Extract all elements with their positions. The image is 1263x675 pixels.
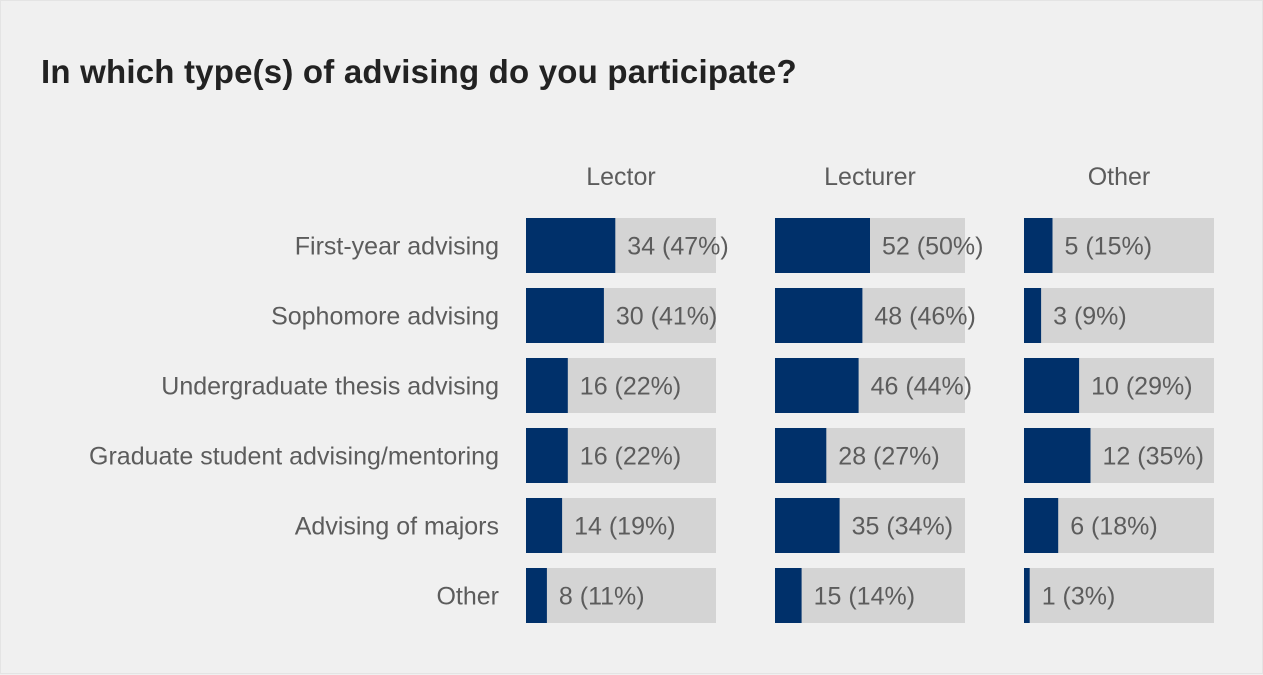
bar bbox=[775, 498, 840, 553]
category-label: Graduate student advising/mentoring bbox=[89, 443, 499, 471]
category-label: First-year advising bbox=[295, 233, 499, 261]
data-label: 28 (27%) bbox=[838, 443, 939, 471]
data-label: 10 (29%) bbox=[1091, 373, 1192, 401]
bar-track bbox=[1024, 218, 1214, 273]
category-label: Other bbox=[436, 583, 499, 611]
data-label: 5 (15%) bbox=[1065, 233, 1153, 261]
bar bbox=[1024, 218, 1053, 273]
data-label: 1 (3%) bbox=[1042, 583, 1116, 611]
bar-track bbox=[526, 568, 716, 623]
data-label: 14 (19%) bbox=[574, 513, 675, 541]
bar bbox=[526, 498, 563, 553]
bar bbox=[526, 288, 604, 343]
category-label: Advising of majors bbox=[295, 513, 499, 541]
bar bbox=[526, 568, 547, 623]
chart-title: In which type(s) of advising do you part… bbox=[41, 53, 797, 90]
category-label: Sophomore advising bbox=[271, 303, 499, 331]
data-label: 3 (9%) bbox=[1053, 303, 1127, 331]
panel-header: Lecturer bbox=[824, 163, 916, 191]
bar bbox=[526, 358, 568, 413]
bar bbox=[1024, 568, 1030, 623]
data-label: 46 (44%) bbox=[871, 373, 972, 401]
data-label: 34 (47%) bbox=[627, 233, 728, 261]
bar-track bbox=[775, 568, 965, 623]
data-label: 16 (22%) bbox=[580, 443, 681, 471]
bar bbox=[775, 358, 859, 413]
data-label: 15 (14%) bbox=[814, 583, 915, 611]
bar-track bbox=[1024, 568, 1214, 623]
bar bbox=[526, 218, 616, 273]
bar bbox=[775, 568, 802, 623]
bar bbox=[775, 288, 863, 343]
data-label: 48 (46%) bbox=[874, 303, 975, 331]
data-label: 6 (18%) bbox=[1070, 513, 1158, 541]
bar bbox=[1024, 288, 1042, 343]
data-label: 16 (22%) bbox=[580, 373, 681, 401]
bar-track bbox=[1024, 288, 1214, 343]
category-label: Undergraduate thesis advising bbox=[161, 373, 499, 401]
bar bbox=[775, 218, 870, 273]
data-label: 8 (11%) bbox=[559, 583, 645, 611]
data-label: 30 (41%) bbox=[616, 303, 717, 331]
bar bbox=[1024, 358, 1080, 413]
bar bbox=[1024, 498, 1059, 553]
panel-header: Lector bbox=[586, 163, 655, 191]
bar bbox=[526, 428, 568, 483]
panel-header: Other bbox=[1088, 163, 1151, 191]
bar bbox=[1024, 428, 1091, 483]
data-label: 52 (50%) bbox=[882, 233, 983, 261]
data-label: 35 (34%) bbox=[852, 513, 953, 541]
bar bbox=[775, 428, 827, 483]
data-label: 12 (35%) bbox=[1103, 443, 1204, 471]
